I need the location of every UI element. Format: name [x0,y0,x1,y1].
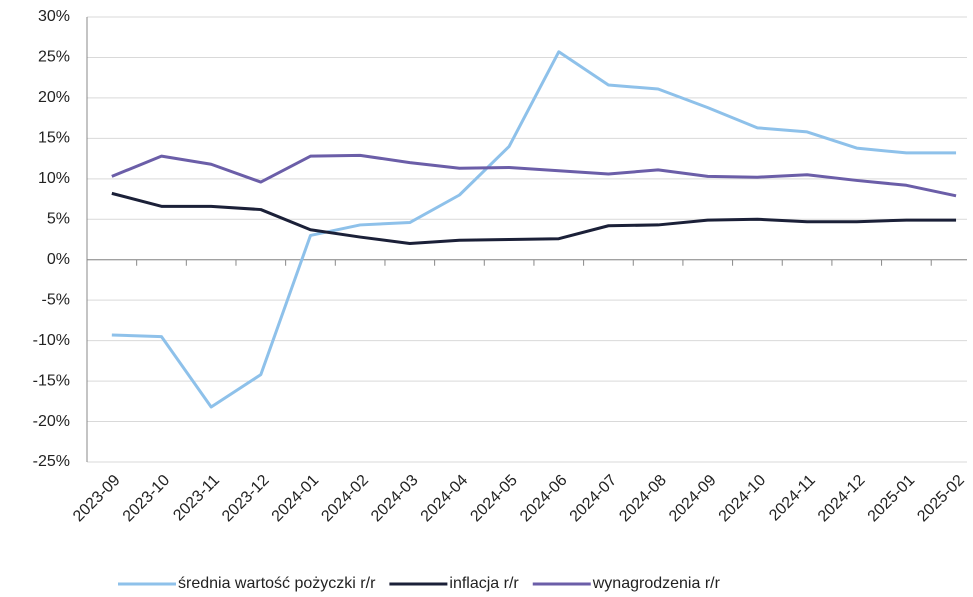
y-tick-label: 30% [38,8,70,25]
y-tick-label: 10% [38,170,70,187]
x-tick-label: 2023-10 [120,472,174,526]
x-tick-label: 2024-08 [616,472,670,526]
x-tick-label: 2024-12 [815,472,869,526]
y-tick-label: 15% [38,130,70,147]
x-tick-label: 2024-01 [269,472,323,526]
x-tick-label: 2024-03 [368,472,422,526]
y-tick-label: 5% [47,210,70,227]
y-tick-label: 0% [47,251,70,268]
series-line [111,50,957,409]
x-tick-label: 2023-11 [170,472,223,525]
x-tick-label: 2025-02 [914,472,968,526]
legend-label: wynagrodzenia r/r [592,575,721,592]
y-tick-label: -10% [33,332,70,349]
x-tick-label: 2024-09 [666,472,720,526]
x-tick-label: 2024-10 [716,472,770,526]
y-tick-label: -5% [42,291,70,308]
x-tick-label: 2024-06 [517,472,571,526]
legend-label: średnia wartość pożyczki r/r [178,575,376,592]
x-tick-label: 2023-09 [70,472,124,526]
y-tick-label: -15% [33,372,70,389]
legend-label: inflacja r/r [449,575,519,592]
y-tick-label: -20% [33,413,70,430]
y-tick-label: 20% [38,89,70,106]
y-tick-label: 25% [38,49,70,66]
x-tick-label: 2024-04 [418,472,472,526]
x-tick-label: 2023-12 [219,472,273,526]
y-tick-label: -25% [33,453,70,470]
x-tick-label: 2024-02 [318,472,372,526]
x-tick-label: 2025-01 [865,472,919,526]
legend: średnia wartość pożyczki r/r inflacja r/r… [118,575,721,592]
x-tick-label: 2024-05 [467,472,521,526]
x-tick-label: 2024-11 [766,472,819,525]
series-line [111,153,957,198]
x-tick-label: 2024-07 [567,472,621,526]
series-line [111,191,957,246]
